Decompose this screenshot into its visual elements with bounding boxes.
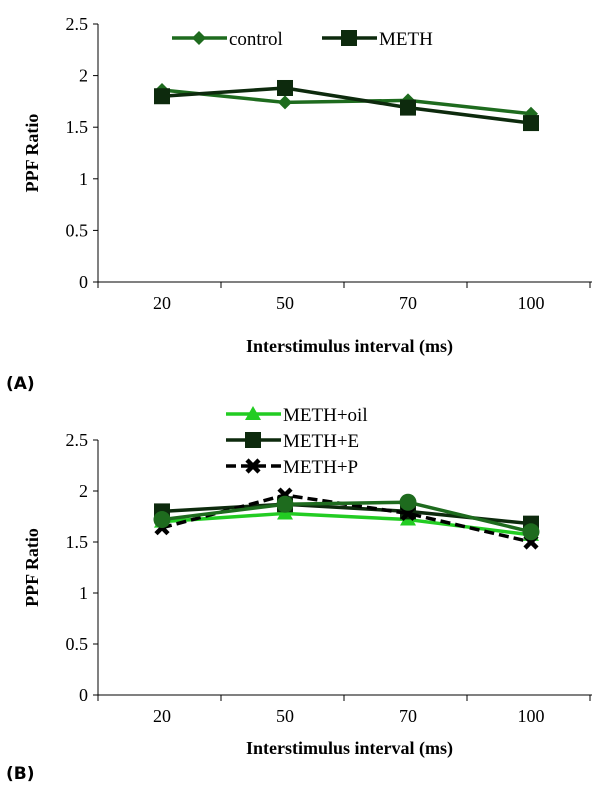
series-line bbox=[161, 88, 532, 116]
y-axis-label: PPF Ratio bbox=[22, 528, 42, 607]
x-tick-label: 50 bbox=[276, 293, 294, 313]
x-tick-label: 70 bbox=[399, 706, 417, 726]
legend-label: METH+oil bbox=[283, 405, 368, 426]
data-point bbox=[154, 88, 170, 105]
y-tick-label: 0 bbox=[79, 272, 88, 292]
legend-marker bbox=[341, 30, 357, 46]
y-tick-label: 0 bbox=[79, 685, 88, 705]
series-meth bbox=[154, 79, 539, 132]
x-axis-label: Interstimulus interval (ms) bbox=[246, 336, 453, 357]
data-point bbox=[400, 99, 416, 116]
y-tick-label: 0.5 bbox=[66, 634, 89, 654]
legend-entry bbox=[226, 406, 281, 420]
series-line bbox=[161, 511, 532, 537]
x-tick-label: 100 bbox=[518, 293, 545, 313]
x-tick-label: 100 bbox=[518, 706, 545, 726]
x-axis-label: Interstimulus interval (ms) bbox=[246, 738, 453, 759]
chart-a bbox=[93, 23, 592, 288]
y-tick-label: 0.5 bbox=[66, 220, 89, 240]
x-tick-label: 20 bbox=[153, 293, 171, 313]
data-point bbox=[522, 523, 540, 541]
panel-label: (A) bbox=[6, 374, 35, 394]
y-tick-label: 1 bbox=[79, 169, 88, 189]
legend-marker bbox=[245, 432, 261, 448]
legend-marker bbox=[245, 458, 261, 474]
data-point bbox=[523, 115, 539, 132]
legend-label: control bbox=[229, 29, 283, 50]
x-tick-label: 50 bbox=[276, 706, 294, 726]
legend-label: METH+P bbox=[283, 457, 358, 478]
data-point bbox=[276, 495, 294, 513]
series-unlabeled bbox=[153, 493, 540, 541]
y-tick-label: 1.5 bbox=[66, 532, 89, 552]
legend-marker bbox=[245, 406, 261, 420]
series-line bbox=[161, 500, 532, 534]
y-tick-label: 2 bbox=[79, 481, 88, 501]
y-tick-label: 2.5 bbox=[66, 430, 89, 450]
series-line bbox=[161, 86, 532, 125]
panel-label: (B) bbox=[6, 764, 35, 784]
legend-label: METH bbox=[379, 29, 433, 50]
data-point bbox=[278, 95, 292, 110]
legend-label: METH+E bbox=[283, 431, 359, 452]
legend-entry bbox=[322, 30, 377, 46]
legend-entry bbox=[172, 31, 227, 45]
legend-entry bbox=[226, 458, 281, 474]
x-tick-label: 20 bbox=[153, 706, 171, 726]
data-point bbox=[153, 511, 171, 529]
data-point bbox=[277, 79, 293, 96]
chart-b bbox=[93, 406, 592, 701]
series-meth-oil bbox=[154, 505, 539, 541]
y-tick-label: 2 bbox=[79, 66, 88, 86]
legend-entry bbox=[226, 432, 281, 448]
y-axis-label: PPF Ratio bbox=[22, 114, 42, 193]
y-tick-label: 1.5 bbox=[66, 117, 89, 137]
x-tick-label: 70 bbox=[399, 293, 417, 313]
legend-marker bbox=[192, 31, 206, 45]
y-tick-label: 2.5 bbox=[66, 14, 89, 34]
y-tick-label: 1 bbox=[79, 583, 88, 603]
data-point bbox=[399, 493, 417, 511]
